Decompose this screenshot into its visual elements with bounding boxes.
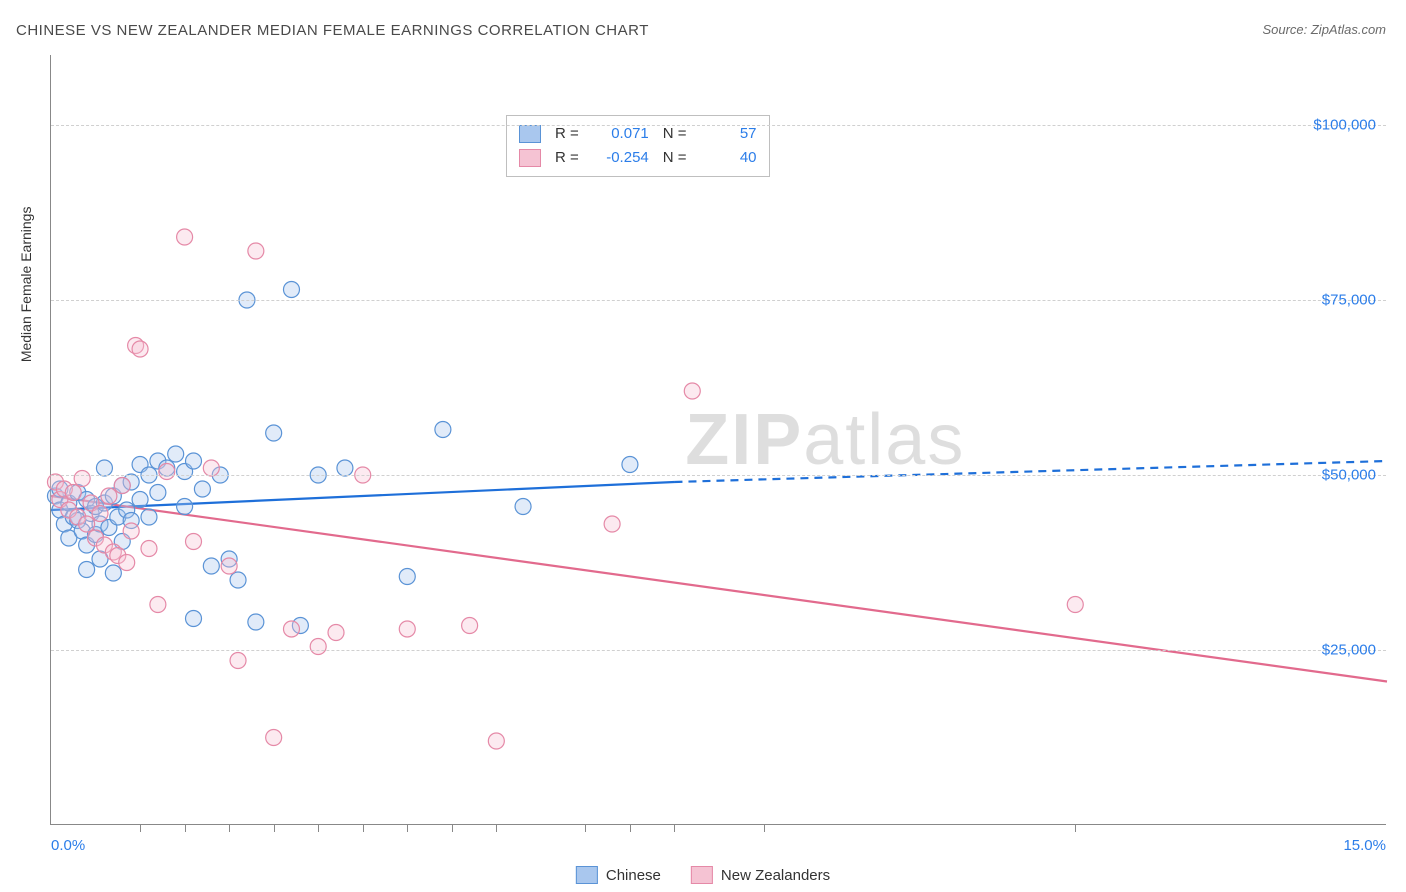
xtick	[674, 824, 675, 832]
xtick	[585, 824, 586, 832]
scatter-point	[248, 614, 264, 630]
scatter-point	[101, 488, 117, 504]
scatter-point	[150, 485, 166, 501]
scatter-point	[194, 481, 210, 497]
ytick-label: $100,000	[1313, 117, 1376, 134]
swatch-bottom-1	[691, 866, 713, 884]
r-value-1: -0.254	[589, 146, 649, 170]
scatter-point	[1067, 597, 1083, 613]
scatter-point	[177, 229, 193, 245]
scatter-point	[515, 499, 531, 515]
scatter-point	[79, 562, 95, 578]
scatter-point	[92, 506, 108, 522]
xtick	[452, 824, 453, 832]
xtick	[140, 824, 141, 832]
scatter-point	[488, 733, 504, 749]
scatter-point	[74, 471, 90, 487]
xtick	[274, 824, 275, 832]
scatter-point	[230, 572, 246, 588]
scatter-point	[119, 555, 135, 571]
gridline	[51, 125, 1386, 126]
scatter-point	[435, 422, 451, 438]
scatter-point	[168, 446, 184, 462]
scatter-point	[123, 523, 139, 539]
scatter-point	[310, 639, 326, 655]
legend-stats-row-1: R = -0.254 N = 40	[519, 146, 757, 170]
ytick-label: $50,000	[1322, 467, 1376, 484]
scatter-point	[684, 383, 700, 399]
gridline	[51, 300, 1386, 301]
scatter-point	[283, 621, 299, 637]
scatter-point	[177, 499, 193, 515]
scatter-point	[266, 730, 282, 746]
xtick	[407, 824, 408, 832]
scatter-point	[159, 464, 175, 480]
yaxis-title: Median Female Earnings	[18, 207, 34, 363]
swatch-series-1	[519, 149, 541, 167]
scatter-point	[248, 243, 264, 259]
scatter-point	[266, 425, 282, 441]
scatter-point	[221, 558, 237, 574]
plot-area: ZIPatlas R = 0.071 N = 57 R = -0.254 N =…	[50, 55, 1386, 825]
scatter-point	[65, 485, 81, 501]
scatter-point	[132, 341, 148, 357]
scatter-point	[186, 611, 202, 627]
scatter-point	[96, 460, 112, 476]
xtick	[318, 824, 319, 832]
xtick	[496, 824, 497, 832]
scatter-point	[399, 569, 415, 585]
scatter-point	[283, 282, 299, 298]
legend-label-0: Chinese	[606, 867, 661, 884]
scatter-point	[337, 460, 353, 476]
scatter-point	[141, 541, 157, 557]
legend-series: Chinese New Zealanders	[576, 866, 830, 884]
chart-title: CHINESE VS NEW ZEALANDER MEDIAN FEMALE E…	[16, 22, 649, 39]
legend-item-1: New Zealanders	[691, 866, 830, 884]
scatter-point	[150, 597, 166, 613]
xtick	[630, 824, 631, 832]
scatter-point	[105, 565, 121, 581]
swatch-series-0	[519, 125, 541, 143]
scatter-point	[132, 492, 148, 508]
xtick	[185, 824, 186, 832]
scatter-point	[203, 460, 219, 476]
scatter-point	[114, 478, 130, 494]
xtick	[229, 824, 230, 832]
gridline	[51, 650, 1386, 651]
scatter-point	[230, 653, 246, 669]
scatter-point	[328, 625, 344, 641]
scatter-point	[186, 453, 202, 469]
xaxis-min-label: 0.0%	[51, 837, 85, 854]
swatch-bottom-0	[576, 866, 598, 884]
xtick	[764, 824, 765, 832]
source-label: Source: ZipAtlas.com	[1262, 22, 1386, 37]
ytick-label: $25,000	[1322, 642, 1376, 659]
scatter-point	[622, 457, 638, 473]
scatter-point	[462, 618, 478, 634]
xtick	[363, 824, 364, 832]
scatter-point	[203, 558, 219, 574]
xtick	[1075, 824, 1076, 832]
scatter-point	[186, 534, 202, 550]
legend-item-0: Chinese	[576, 866, 661, 884]
n-label: N =	[663, 146, 687, 170]
r-label: R =	[555, 146, 579, 170]
scatter-point	[79, 516, 95, 532]
n-value-1: 40	[697, 146, 757, 170]
scatter-point	[604, 516, 620, 532]
legend-label-1: New Zealanders	[721, 867, 830, 884]
ytick-label: $75,000	[1322, 292, 1376, 309]
scatter-point	[399, 621, 415, 637]
xaxis-max-label: 15.0%	[1343, 837, 1386, 854]
gridline	[51, 475, 1386, 476]
scatter-point	[141, 509, 157, 525]
